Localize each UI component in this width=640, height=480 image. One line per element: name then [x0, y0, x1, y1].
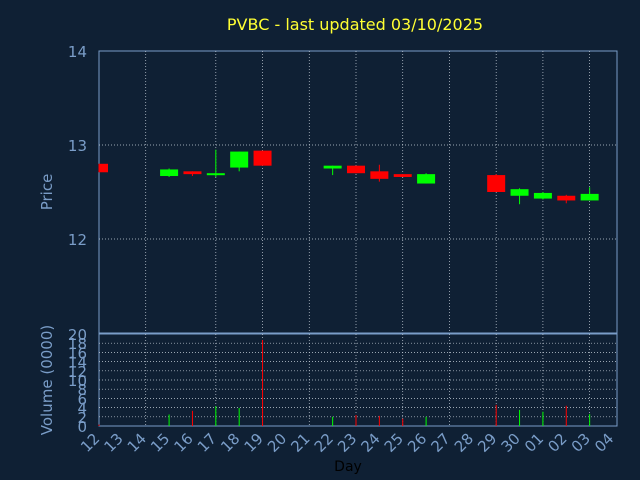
candle-body-03: [580, 193, 599, 201]
volume-tick-0: 0: [77, 418, 87, 436]
x-tick-22: 22: [311, 430, 337, 456]
x-tick-19: 19: [241, 430, 267, 456]
candle-03: [580, 187, 599, 201]
candle-29: [487, 174, 506, 192]
candle-18: [230, 151, 249, 172]
volume-tick-4: 4: [77, 400, 87, 418]
volume-tick-14: 14: [68, 354, 87, 372]
x-tick-01: 01: [521, 430, 547, 456]
x-tick-25: 25: [381, 430, 407, 456]
price-axis-label: Price: [38, 174, 56, 211]
price-tick-13: 13: [68, 137, 87, 155]
x-tick-20: 20: [264, 430, 290, 456]
x-tick-04: 04: [591, 430, 617, 456]
candle-body-15: [160, 169, 179, 177]
candle-30: [510, 188, 529, 205]
candle-body-25: [393, 174, 412, 177]
candle-26: [417, 173, 436, 184]
x-tick-24: 24: [357, 430, 383, 456]
candle-body-22: [323, 165, 342, 169]
candle-body-01: [533, 192, 552, 199]
x-axis-ticks: 1213141516171819202122232425262728293001…: [77, 430, 617, 456]
x-tick-30: 30: [498, 430, 524, 456]
candle-body-17: [206, 173, 225, 176]
volume-tick-6: 6: [77, 390, 87, 408]
candle-12: [98, 163, 108, 173]
price-tick-14: 14: [68, 43, 87, 61]
price-plot-frame: [98, 50, 618, 334]
volume-tick-16: 16: [68, 344, 87, 362]
volume-tick-2: 2: [77, 409, 87, 427]
candle-body-12: [99, 163, 108, 173]
x-tick-18: 18: [217, 430, 243, 456]
price-tick-12: 12: [68, 231, 87, 249]
x-tick-16: 16: [171, 430, 197, 456]
candle-body-18: [230, 151, 249, 168]
x-tick-26: 26: [404, 430, 430, 456]
day-axis-label: Day: [334, 459, 362, 475]
candle-17: [206, 149, 225, 177]
volume-tick-12: 12: [68, 363, 87, 381]
x-tick-17: 17: [194, 430, 220, 456]
candle-16: [183, 171, 202, 177]
x-tick-27: 27: [428, 430, 454, 456]
chart-title: PVBC - last updated 03/10/2025: [227, 15, 483, 34]
candle-15: [160, 168, 179, 177]
candle-23: [347, 165, 365, 174]
candle-24: [370, 164, 389, 182]
candle-19: [253, 150, 272, 166]
volume-tick-8: 8: [77, 381, 87, 399]
candle-body-29: [487, 175, 506, 192]
candle-body-02: [557, 195, 576, 201]
x-tick-23: 23: [334, 430, 360, 456]
candle-01: [533, 192, 552, 200]
candle-25: [393, 174, 412, 177]
x-tick-02: 02: [544, 430, 570, 456]
candle-body-24: [370, 171, 389, 179]
x-tick-29: 29: [474, 430, 500, 456]
volume-tick-10: 10: [68, 372, 87, 390]
volume-tick-20: 20: [68, 326, 87, 344]
candle-body-26: [417, 174, 436, 184]
price-panel: 14 13 12: [68, 43, 618, 334]
x-tick-13: 13: [100, 430, 126, 456]
candle-body-16: [183, 171, 202, 175]
x-tick-21: 21: [287, 430, 313, 456]
volume-axis-label: Volume (0000): [38, 325, 56, 435]
candle-body-23: [347, 165, 365, 174]
x-tick-15: 15: [147, 430, 173, 456]
candle-body-19: [253, 150, 272, 166]
volume-tick-18: 18: [68, 335, 87, 353]
candle-22: [323, 165, 342, 176]
x-tick-03: 03: [568, 430, 594, 456]
candle-02: [557, 194, 576, 204]
x-tick-14: 14: [124, 430, 150, 456]
candle-body-30: [510, 189, 529, 196]
x-tick-28: 28: [451, 430, 477, 456]
